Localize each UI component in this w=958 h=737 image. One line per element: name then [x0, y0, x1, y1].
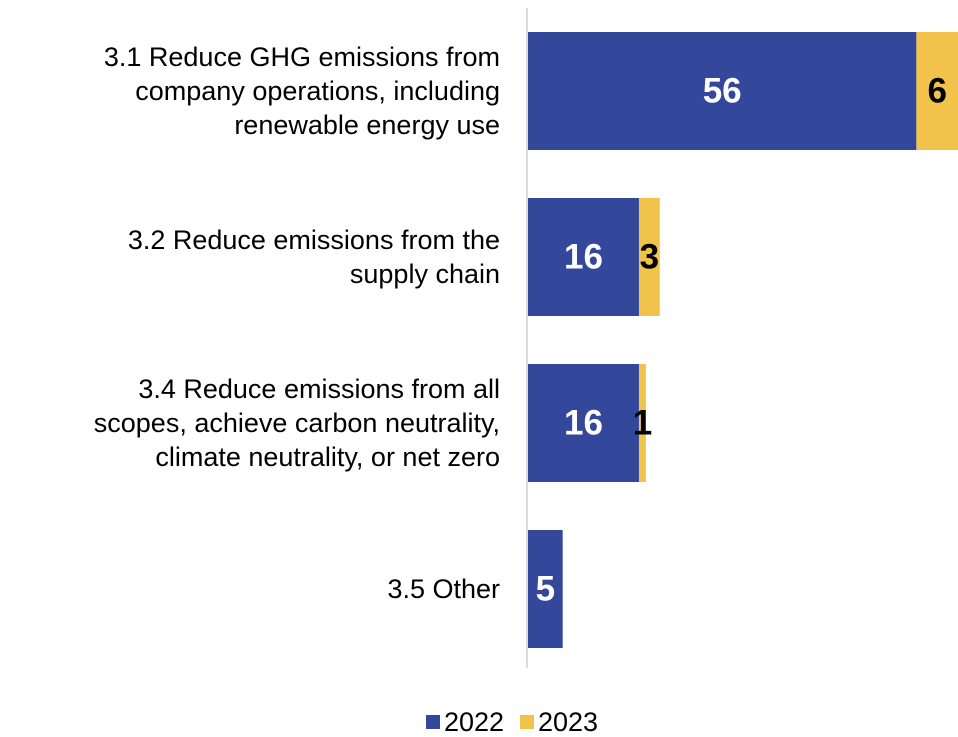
bar-2023	[638, 364, 646, 482]
data-label-2022: 16	[564, 404, 603, 443]
data-label-2023: 3	[640, 238, 659, 277]
legend-swatch-2022	[426, 715, 440, 729]
legend: 2022 2023	[426, 707, 598, 737]
bars	[528, 32, 958, 648]
legend-swatch-2023	[520, 715, 534, 729]
data-label-2023: 6	[927, 72, 946, 111]
category-label: 3.4 Reduce emissions from all scopes, ach…	[94, 374, 500, 472]
bar-2022	[528, 530, 563, 648]
bar-2023	[638, 198, 660, 316]
data-label-2022: 5	[536, 570, 555, 609]
category-label-line: 3.2 Reduce emissions from the	[128, 225, 500, 255]
bar-2022	[528, 364, 639, 482]
category-label-line: 3.4 Reduce emissions from all	[138, 374, 500, 404]
bar-2022	[528, 32, 917, 150]
data-labels: 56 6 16 3 16 1 5	[536, 72, 947, 609]
data-label-2023: 1	[633, 404, 652, 443]
data-label-2022: 56	[703, 72, 742, 111]
category-label-line: 3.5 Other	[387, 574, 500, 604]
category-label-line: scopes, achieve carbon neutrality,	[94, 408, 500, 438]
category-label-line: company operations, including	[135, 76, 500, 106]
category-label: 3.2 Reduce emissions from the supply chai…	[128, 225, 500, 289]
category-label-line: 3.1 Reduce GHG emissions from	[104, 42, 500, 72]
bar-2022	[528, 198, 639, 316]
category-label: 3.5 Other	[387, 574, 500, 604]
legend-label-2022: 2022	[444, 707, 504, 737]
category-label-line: supply chain	[350, 259, 500, 289]
category-labels: 3.1 Reduce GHG emissions from company ope…	[94, 42, 500, 604]
legend-label-2023: 2023	[538, 707, 598, 737]
category-label-line: renewable energy use	[234, 110, 500, 140]
category-label: 3.1 Reduce GHG emissions from company ope…	[104, 42, 500, 140]
category-label-line: climate neutrality, or net zero	[155, 442, 500, 472]
data-label-2022: 16	[564, 238, 603, 277]
bar-2023	[916, 32, 958, 150]
